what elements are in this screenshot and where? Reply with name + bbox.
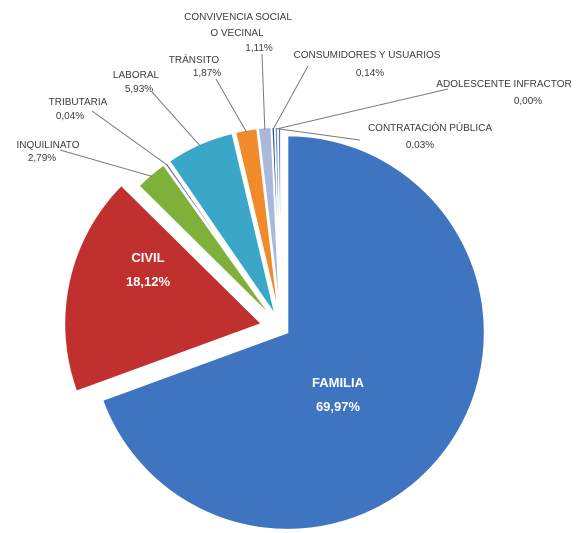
value-convivencia: 1,11% <box>245 43 273 54</box>
pie-slice-laboral <box>168 132 277 316</box>
value-transito: 1,87% <box>193 68 221 79</box>
value-familia: 69,97% <box>316 399 361 414</box>
value-contratacion: 0,03% <box>406 140 434 151</box>
pie-slices <box>63 126 486 531</box>
label-convivencia-line1: CONVIVENCIA SOCIAL <box>184 12 292 23</box>
value-inquilinato: 2,79% <box>28 153 56 164</box>
leader-line-consumidores-y-usuarios <box>272 65 309 130</box>
leader-line-inquilinato <box>59 149 153 177</box>
label-inquilinato: INQUILINATO <box>17 140 80 151</box>
value-laboral: 5,93% <box>125 84 153 95</box>
leader-line-tr-nsito <box>215 78 247 133</box>
leader-line-adolescente-infractor <box>276 88 449 130</box>
value-consumidores: 0,14% <box>356 68 384 79</box>
slice-labels: FAMILIA 69,97% CIVIL 18,12% INQUILINATO … <box>17 12 572 414</box>
label-consumidores: CONSUMIDORES Y USUARIOS <box>294 50 441 61</box>
label-laboral: LABORAL <box>113 70 160 81</box>
leader-line-tributaria <box>91 110 168 166</box>
pie-slice-inquilinato <box>137 163 273 318</box>
value-civil: 18,12% <box>126 274 171 289</box>
leader-line-laboral <box>151 91 201 147</box>
pie-slice-tributaria <box>163 161 274 317</box>
label-convivencia-line2: O VECINAL <box>210 28 264 39</box>
pie-slice-civil <box>63 184 263 393</box>
value-adolescente: 0,00% <box>514 96 542 107</box>
leader-lines <box>59 53 449 177</box>
pie-slice-contrataci-n-p-blica <box>277 126 282 315</box>
value-tributaria: 0,04% <box>56 111 84 122</box>
leader-line-convivencia-social-o-vecinal <box>261 53 266 130</box>
label-adolescente: ADOLESCENTE INFRACTOR <box>436 79 571 90</box>
label-civil: CIVIL <box>131 250 164 265</box>
label-tributaria: TRIBUTARIA <box>49 97 108 108</box>
label-transito: TRÁNSITO <box>169 53 220 66</box>
leader-line-contrataci-n-p-blica <box>279 128 361 141</box>
label-familia: FAMILIA <box>312 375 365 390</box>
pie-slice-tr-nsito <box>234 127 280 315</box>
label-contratacion: CONTRATACIÓN PÚBLICA <box>368 121 492 134</box>
pie-slice-familia <box>101 134 486 531</box>
